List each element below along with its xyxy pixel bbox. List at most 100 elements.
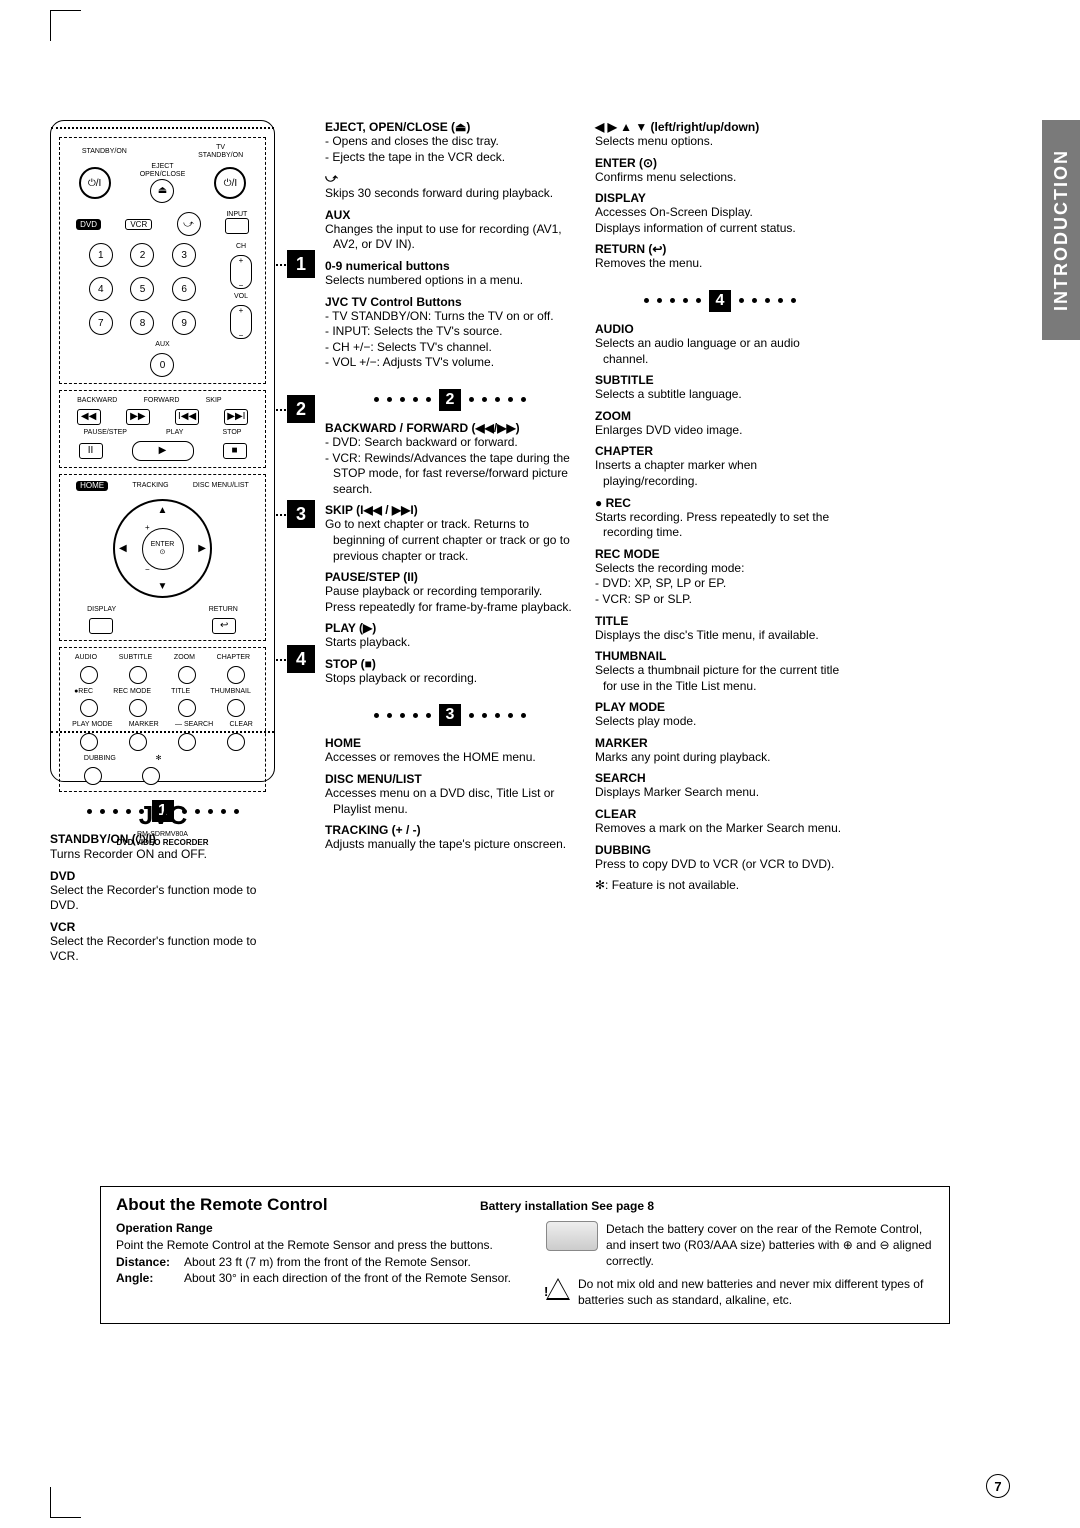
item-title: RETURN (↩): [595, 242, 845, 256]
item-title: SKIP (I◀◀ / ▶▶I): [325, 503, 575, 517]
item-description: Pause playback or recording temporarily.…: [325, 584, 575, 615]
distance-value: About 23 ft (7 m) from the front of the …: [184, 1255, 471, 1269]
description-item: ZOOMEnlarges DVD video image.: [595, 409, 845, 439]
model-number: RM-SDRMV80A: [59, 831, 266, 838]
description-item: ◀ ▶ ▲ ▼ (left/right/up/down)Selects menu…: [595, 120, 845, 150]
description-item: HOMEAccesses or removes the HOME menu.: [325, 736, 575, 766]
item-description: Selects a thumbnail picture for the curr…: [595, 663, 845, 694]
item-description: Inserts a chapter marker when playing/re…: [595, 458, 845, 489]
description-item: STOP (■)Stops playback or recording.: [325, 657, 575, 687]
item-title: DISPLAY: [595, 191, 845, 205]
description-item: AUDIOSelects an audio language or an aud…: [595, 322, 845, 367]
description-item: BACKWARD / FORWARD (◀◀/▶▶)- DVD: Search …: [325, 421, 575, 497]
item-title: THUMBNAIL: [595, 649, 845, 663]
description-item: PAUSE/STEP (II)Pause playback or recordi…: [325, 570, 575, 615]
description-item: AUXChanges the input to use for recordin…: [325, 208, 575, 253]
item-description: Selects numbered options in a menu.: [325, 273, 575, 289]
item-description: Displays Marker Search menu.: [595, 785, 845, 801]
item-description: Selects play mode.: [595, 714, 845, 730]
item-description: Press to copy DVD to VCR (or VCR to DVD)…: [595, 857, 845, 873]
item-title: DISC MENU/LIST: [325, 772, 575, 786]
distance-label: Distance:: [116, 1255, 184, 1269]
item-description: Stops playback or recording.: [325, 671, 575, 687]
item-description: Accesses or removes the HOME menu.: [325, 750, 575, 766]
about-box: About the Remote Control Battery install…: [100, 1186, 950, 1324]
item-title: ⤻: [325, 171, 575, 186]
description-item: TRACKING (+ / -)Adjusts manually the tap…: [325, 823, 575, 853]
footnote: ✻: Feature is not available.: [595, 878, 845, 894]
item-description: Enlarges DVD video image.: [595, 423, 845, 439]
warning-text: Do not mix old and new batteries and nev…: [578, 1276, 934, 1308]
item-description: - TV STANDBY/ON: Turns the TV on or off.…: [325, 309, 575, 371]
item-description: - Opens and closes the disc tray.- Eject…: [325, 134, 575, 165]
description-item: RETURN (↩)Removes the menu.: [595, 242, 845, 272]
section-3-header: 3: [325, 704, 575, 726]
item-description: Changes the input to use for recording (…: [325, 222, 575, 253]
remote-illustration: STANDBY/ONTVSTANDBY/ON ⏻/I EJECTOPEN/CLO…: [50, 120, 275, 782]
item-description: Accesses menu on a DVD disc, Title List …: [325, 786, 575, 817]
description-item: SKIP (I◀◀ / ▶▶I)Go to next chapter or tr…: [325, 503, 575, 564]
description-item: ● RECStarts recording. Press repeatedly …: [595, 496, 845, 541]
description-item: 0-9 numerical buttonsSelects numbered op…: [325, 259, 575, 289]
item-title: REC MODE: [595, 547, 845, 561]
description-item: VCRSelect the Recorder's function mode t…: [50, 920, 275, 965]
item-title: JVC TV Control Buttons: [325, 295, 575, 309]
page-number: 7: [986, 1474, 1010, 1498]
item-title: DUBBING: [595, 843, 845, 857]
section-tab: INTRODUCTION: [1042, 120, 1080, 340]
section-4-header: 4: [595, 290, 845, 312]
product-subtitle: DVD VIDEO RECORDER: [59, 838, 266, 847]
angle-label: Angle:: [116, 1271, 184, 1285]
description-item: ENTER (⊙)Confirms menu selections.: [595, 156, 845, 186]
item-title: CHAPTER: [595, 444, 845, 458]
item-title: TITLE: [595, 614, 845, 628]
description-item: DISC MENU/LISTAccesses menu on a DVD dis…: [325, 772, 575, 817]
item-title: HOME: [325, 736, 575, 750]
about-title: About the Remote Control: [116, 1195, 328, 1215]
description-item: JVC TV Control Buttons- TV STANDBY/ON: T…: [325, 295, 575, 371]
item-title: PLAY (▶): [325, 621, 575, 635]
item-description: Starts recording. Press repeatedly to se…: [595, 510, 845, 541]
description-item: THUMBNAILSelects a thumbnail picture for…: [595, 649, 845, 694]
description-item: MARKERMarks any point during playback.: [595, 736, 845, 766]
brand-logo: JVC: [59, 800, 266, 831]
item-title: ZOOM: [595, 409, 845, 423]
item-description: Removes a mark on the Marker Search menu…: [595, 821, 845, 837]
description-item: TITLEDisplays the disc's Title menu, if …: [595, 614, 845, 644]
item-description: Select the Recorder's function mode to D…: [50, 883, 275, 914]
item-title: STOP (■): [325, 657, 575, 671]
item-description: Skips 30 seconds forward during playback…: [325, 186, 575, 202]
item-description: Selects menu options.: [595, 134, 845, 150]
callout-2: 2: [287, 395, 315, 423]
item-description: Adjusts manually the tape's picture onsc…: [325, 837, 575, 853]
item-title: CLEAR: [595, 807, 845, 821]
item-title: AUDIO: [595, 322, 845, 336]
item-description: Marks any point during playback.: [595, 750, 845, 766]
callout-1: 1: [287, 250, 315, 278]
item-description: Confirms menu selections.: [595, 170, 845, 186]
item-description: Select the Recorder's function mode to V…: [50, 934, 275, 965]
item-title: SEARCH: [595, 771, 845, 785]
item-title: DVD: [50, 869, 275, 883]
item-title: AUX: [325, 208, 575, 222]
description-item: PLAY MODESelects play mode.: [595, 700, 845, 730]
item-description: Starts playback.: [325, 635, 575, 651]
description-item: CLEARRemoves a mark on the Marker Search…: [595, 807, 845, 837]
description-item: PLAY (▶)Starts playback.: [325, 621, 575, 651]
battery-icon: [546, 1221, 598, 1251]
item-title: BACKWARD / FORWARD (◀◀/▶▶): [325, 421, 575, 435]
item-description: Selects a subtitle language.: [595, 387, 845, 403]
callout-3: 3: [287, 500, 315, 528]
item-title: MARKER: [595, 736, 845, 750]
item-title: ◀ ▶ ▲ ▼ (left/right/up/down): [595, 120, 845, 134]
operation-range-heading: Operation Range: [116, 1221, 516, 1235]
callout-4: 4: [287, 645, 315, 673]
item-description: Selects the recording mode:- DVD: XP, SP…: [595, 561, 845, 608]
item-description: Turns Recorder ON and OFF.: [50, 847, 275, 863]
section-tab-label: INTRODUCTION: [1051, 149, 1072, 311]
section-2-header: 2: [325, 389, 575, 411]
item-title: EJECT, OPEN/CLOSE (⏏): [325, 120, 575, 134]
description-item: DISPLAYAccesses On-Screen Display.Displa…: [595, 191, 845, 236]
item-title: PLAY MODE: [595, 700, 845, 714]
description-item: ⤻Skips 30 seconds forward during playbac…: [325, 171, 575, 202]
